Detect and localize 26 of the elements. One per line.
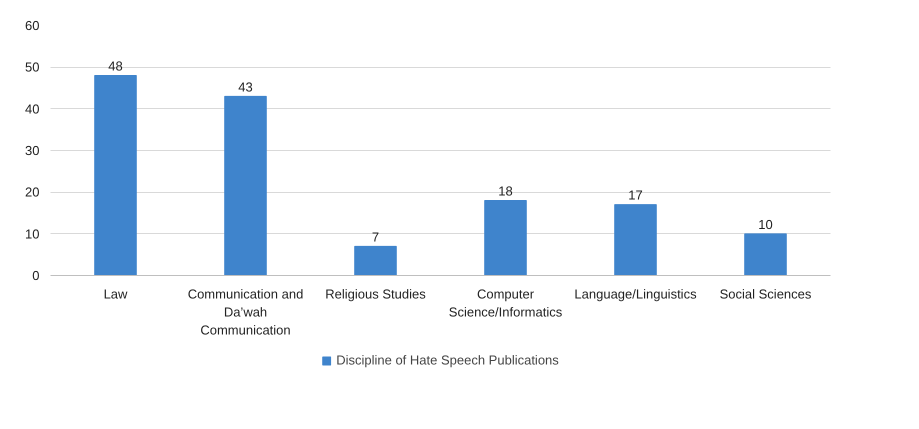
y-tick-label: 0: [32, 268, 40, 283]
x-tick-label: Communication and Da’wah Communication: [188, 286, 304, 338]
data-label: 7: [372, 229, 380, 244]
data-label: 17: [628, 188, 643, 203]
x-tick-label: Law: [104, 286, 128, 302]
x-tick-label: Social Sciences: [720, 286, 812, 302]
bar: [354, 246, 397, 276]
y-tick-label: 50: [25, 60, 40, 75]
x-tick-label: Language/Linguistics: [574, 286, 698, 302]
data-label: 48: [108, 58, 123, 74]
y-tick-label: 10: [25, 226, 40, 242]
y-tick-label: 20: [25, 184, 40, 200]
x-tick-label: Computer Science/Informatics: [448, 286, 563, 320]
bar: [744, 233, 787, 276]
x-tick-label: Religious Studies: [325, 286, 426, 302]
bar: [614, 204, 657, 276]
y-tick-label: 40: [25, 101, 40, 116]
bar: [224, 96, 267, 276]
y-tick-label: 60: [25, 18, 40, 33]
data-label: 43: [238, 79, 253, 94]
data-label: 18: [498, 184, 513, 198]
y-tick-label: 30: [25, 143, 40, 158]
data-label: 10: [758, 216, 773, 232]
legend-label: Discipline of Hate Speech Publications: [336, 352, 559, 368]
bar: [94, 75, 137, 276]
bar: [484, 200, 527, 276]
